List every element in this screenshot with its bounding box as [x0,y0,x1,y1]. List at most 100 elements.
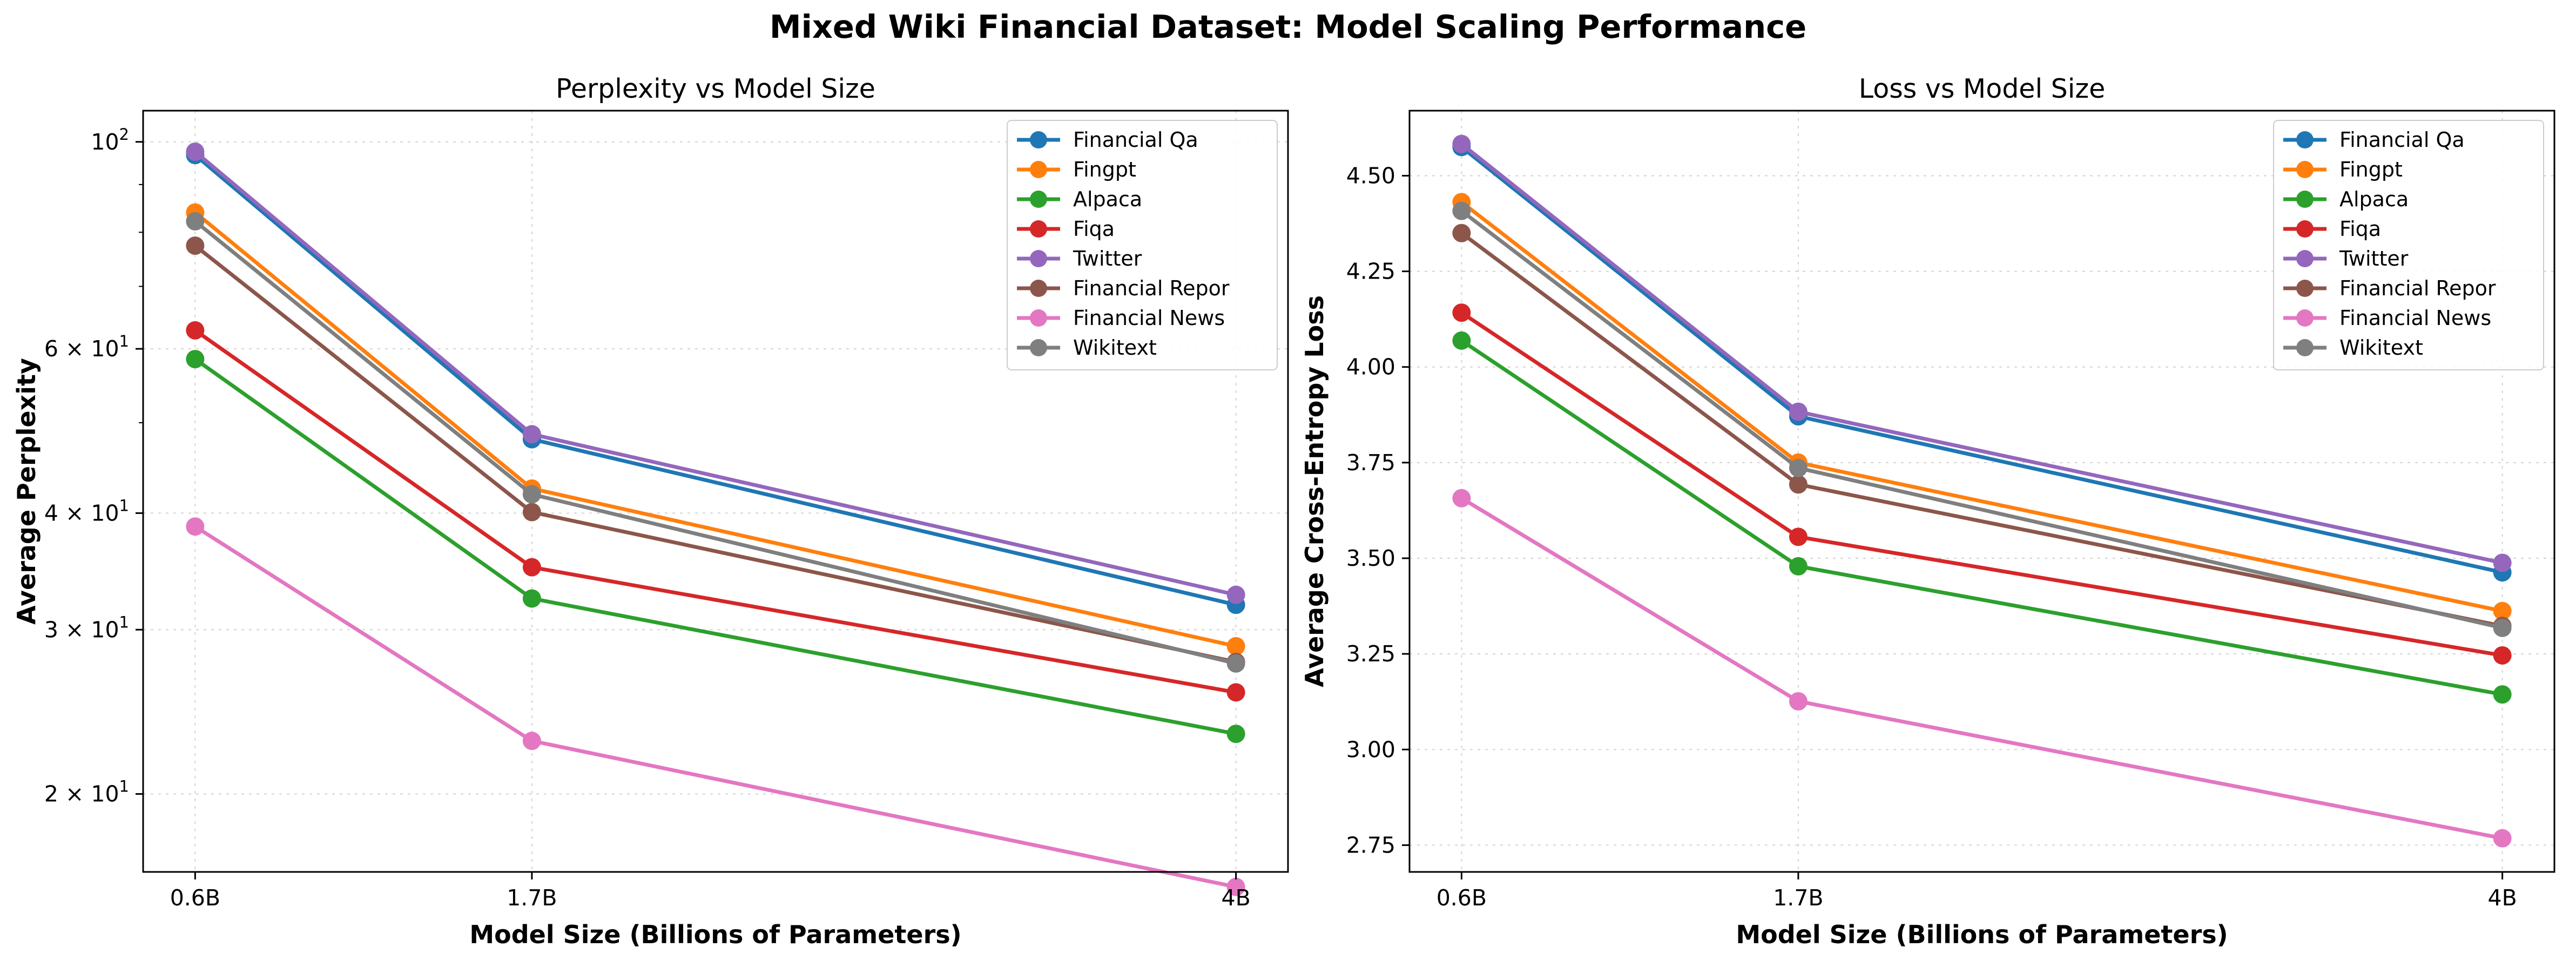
loss-point-alpaca [1452,331,1471,350]
perplexity-legend-marker-wikitext [1030,339,1047,356]
perplexity-legend-marker-fingpt [1030,161,1047,178]
perplexity-x-tick-label: 4B [1222,885,1251,911]
perplexity-legend-label-wikitext: Wikitext [1073,336,1157,360]
loss-legend-label-financial-news: Financial News [2339,306,2491,330]
perplexity-legend-label-alpaca: Alpaca [1073,187,1142,211]
loss-y-tick-label: 4.00 [1346,354,1395,380]
perplexity-point-financial-news [1226,877,1245,896]
perplexity-legend-box [1007,120,1278,370]
loss-point-twitter [1789,402,1808,421]
perplexity-point-fingpt [1226,637,1245,655]
loss-point-twitter [2493,553,2512,572]
perplexity-legend-marker-financial-repor [1030,280,1047,297]
loss-legend-box [2273,120,2544,370]
loss-point-fiqa [2493,646,2512,665]
perplexity-legend-label-twitter: Twitter [1073,247,1142,270]
perplexity-x-tick-label: 0.6B [170,885,220,911]
loss-point-fiqa [1452,303,1471,322]
perplexity-legend-label-fingpt: Fingpt [1073,158,1136,181]
perplexity-point-fiqa [1226,683,1245,702]
perplexity-legend-marker-twitter [1030,250,1047,267]
perplexity-y-tick-label: 3 × 101 [44,613,129,642]
perplexity-point-financial-news [186,517,205,536]
loss-y-axis-label: Average Cross-Entropy Loss [1300,295,1329,687]
perplexity-y-tick-label: 2 × 101 [44,777,129,807]
perplexity-x-tick-label: 1.7B [507,885,557,911]
perplexity-legend-marker-alpaca [1030,191,1047,208]
loss-point-fiqa [1789,527,1808,546]
perplexity-point-fiqa [186,321,205,340]
loss-legend-label-wikitext: Wikitext [2339,336,2423,360]
loss-legend-label-financial-repor: Financial Repor [2339,276,2496,300]
perplexity-point-twitter [186,142,205,161]
loss-panel-title: Loss vs Model Size [1859,73,2105,104]
perplexity-y-tick-label: 6 × 101 [44,332,129,362]
perplexity-legend-label-financial-qa: Financial Qa [1073,128,1198,152]
loss-y-tick-label: 3.50 [1346,545,1395,571]
loss-legend-label-alpaca: Alpaca [2339,187,2409,211]
loss-point-financial-repor [1789,475,1808,494]
perplexity-point-wikitext [186,212,205,231]
perplexity-axes-frame [142,110,1289,873]
perplexity-point-alpaca [186,350,205,369]
loss-x-axis-label: Model Size (Billions of Parameters) [1736,920,2228,949]
perplexity-legend-marker-financial-news [1030,309,1047,327]
loss-legend-marker-financial-news [2296,309,2314,327]
loss-legend-marker-twitter [2296,250,2314,267]
loss-point-alpaca [2493,685,2512,704]
loss-point-twitter [1452,134,1471,153]
loss-x-tick-label: 4B [2488,885,2517,911]
loss-y-tick-label: 3.75 [1346,450,1395,476]
loss-y-tick-label: 3.25 [1346,641,1395,667]
perplexity-legend-label-financial-news: Financial News [1073,306,1225,330]
loss-legend-marker-financial-repor [2296,280,2314,297]
perplexity-point-alpaca [1226,725,1245,743]
perplexity-legend-label-financial-repor: Financial Repor [1073,276,1230,300]
loss-y-tick-label: 3.00 [1346,736,1395,762]
loss-point-financial-news [2493,829,2512,848]
perplexity-legend-marker-financial-qa [1030,131,1047,148]
figure-title: Mixed Wiki Financial Dataset: Model Scal… [770,8,1806,45]
perplexity-point-twitter [522,425,541,444]
loss-axes-frame [1408,110,2555,873]
perplexity-point-financial-repor [186,236,205,255]
loss-x-tick-label: 1.7B [1773,885,1823,911]
perplexity-point-financial-news [522,732,541,750]
loss-panel: 0.6B 1.7B 4B 2.75 3.00 3.25 3.50 3.75 4.00 4.25 4.… [1300,73,2555,949]
loss-point-financial-news [1452,489,1471,507]
loss-y-tick-label: 2.75 [1346,832,1395,858]
loss-y-tick-label: 4.25 [1346,259,1395,285]
perplexity-y-axis-label: Average Perplexity [12,358,41,625]
loss-legend-marker-financial-qa [2296,131,2314,148]
loss-point-wikitext [1452,201,1471,220]
loss-legend-label-fiqa: Fiqa [2339,217,2381,241]
perplexity-y-tick-label: 102 [91,125,129,155]
perplexity-point-alpaca [522,589,541,608]
perplexity-x-axis-label: Model Size (Billions of Parameters) [469,920,961,949]
loss-point-financial-news [1789,692,1808,710]
loss-legend-label-twitter: Twitter [2339,247,2409,270]
loss-point-alpaca [1789,557,1808,576]
perplexity-panel: 0.6B 1.7B 4B 102 6 × 101 4 × 101 3 × 101 2 × 10… [12,73,1289,949]
perplexity-point-wikitext [1226,654,1245,673]
perplexity-legend-marker-fiqa [1030,220,1047,238]
perplexity-point-fiqa [522,558,541,577]
perplexity-point-financial-repor [522,503,541,522]
loss-legend-marker-fiqa [2296,220,2314,238]
loss-legend-marker-fingpt [2296,161,2314,178]
loss-point-financial-repor [1452,224,1471,242]
loss-point-wikitext [2493,618,2512,637]
loss-x-tick-label: 0.6B [1437,885,1487,911]
loss-legend-label-financial-qa: Financial Qa [2339,128,2465,152]
perplexity-y-tick-label: 4 × 101 [44,496,129,526]
perplexity-legend-label-fiqa: Fiqa [1073,217,1115,241]
perplexity-point-wikitext [522,485,541,504]
perplexity-point-twitter [1226,585,1245,604]
loss-point-fingpt [2493,601,2512,620]
loss-point-wikitext [1789,458,1808,477]
loss-legend-marker-alpaca [2296,191,2314,208]
perplexity-panel-title: Perplexity vs Model Size [556,73,875,104]
loss-y-tick-label: 4.50 [1346,163,1395,188]
loss-legend-label-fingpt: Fingpt [2339,158,2403,181]
